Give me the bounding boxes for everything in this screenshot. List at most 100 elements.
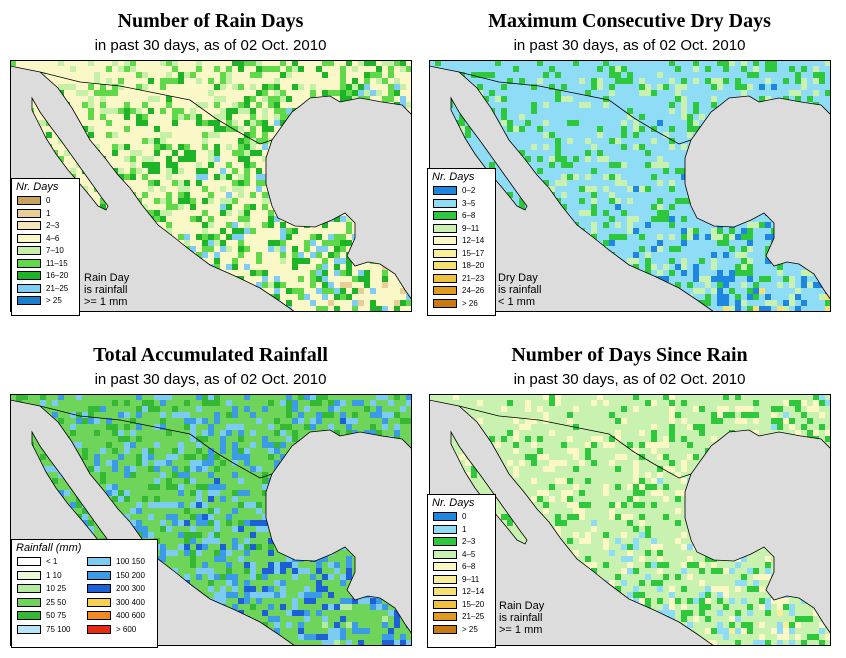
legend-swatch (433, 186, 457, 195)
legend-label: 1 (462, 524, 467, 534)
legend-swatch (17, 221, 41, 230)
panel-rain-days: Number of Rain Days in past 30 days, as … (0, 0, 421, 320)
panel-title: Maximum Consecutive Dry Days (488, 10, 771, 32)
map-max-dry-days (429, 60, 831, 312)
legend-swatch (87, 557, 111, 566)
legend-swatch (433, 612, 457, 621)
legend-label: 0 (462, 512, 467, 521)
map-note-line: is rainfall (498, 284, 542, 296)
legend-swatch (17, 557, 41, 566)
legend-swatch (17, 597, 41, 607)
legend-swatch (87, 624, 111, 634)
panel-subtitle: in past 30 days, as of 02 Oct. 2010 (513, 37, 746, 54)
legend-label: 9–11 (462, 223, 480, 233)
panel-title: Number of Rain Days (117, 10, 304, 32)
legend-label: 0 (46, 196, 51, 205)
legend-label: 0–2 (462, 186, 476, 195)
baja-coastline (450, 96, 528, 211)
us-mexico-border (39, 405, 273, 479)
legend-label: 4–6 (46, 233, 60, 243)
legend-total-rainfall: Rainfall (mm) < 1 1 10 10 25 25 50 50 75 75 1… (11, 539, 158, 648)
legend-label: 21–23 (462, 273, 485, 283)
legend-label: > 25 (46, 296, 62, 305)
legend-swatch (17, 584, 41, 593)
legend-swatch (17, 258, 41, 268)
legend-label: > 600 (116, 624, 137, 634)
legend-swatch (433, 574, 457, 584)
legend-label: 15–20 (462, 599, 485, 609)
legend-swatch (17, 611, 41, 620)
map-svg (429, 394, 831, 646)
legend-label: 12–14 (462, 587, 485, 596)
map-note-line: Rain Day (84, 272, 130, 284)
baja-coastline (450, 430, 528, 545)
coastline (10, 394, 412, 646)
map-frame (10, 60, 412, 312)
legend-swatch (433, 549, 457, 559)
legend-swatch (433, 524, 457, 534)
map-note-line: Rain Day (499, 600, 545, 612)
map-frame (10, 394, 412, 646)
legend-label: 7–10 (46, 246, 64, 255)
legend-swatch (433, 512, 457, 521)
legend-label: 25 50 (46, 597, 67, 607)
legend-label: 9–11 (462, 574, 480, 584)
map-note: Rain Day is rainfall >= 1 mm (499, 600, 544, 636)
legend-swatch (87, 570, 111, 580)
legend-swatch (87, 597, 111, 607)
legend-swatch (17, 624, 41, 634)
map-svg (429, 60, 831, 312)
legend-swatch (17, 233, 41, 243)
legend-label: 11–15 (46, 258, 68, 268)
map-note-line: is rainfall (84, 284, 128, 296)
legend-swatch (17, 296, 41, 305)
legend-swatch (17, 570, 41, 580)
legend-label: 12–14 (462, 236, 485, 245)
map-days-since-rain (429, 394, 831, 646)
us-mexico-border (39, 71, 273, 145)
coastline (429, 60, 831, 312)
legend-label: 1 10 (46, 570, 62, 580)
legend-label: 200 300 (116, 584, 145, 593)
panel-subtitle: in past 30 days, as of 02 Oct. 2010 (94, 37, 327, 54)
legend-title: Rainfall (mm) (16, 542, 82, 554)
map-note: Dry Day is rainfall < 1 mm (498, 272, 541, 308)
legend-swatch (433, 599, 457, 609)
legend-label: > 25 (462, 624, 478, 634)
panel-subtitle: in past 30 days, as of 02 Oct. 2010 (513, 371, 746, 388)
legend-label: 6–8 (462, 211, 476, 220)
legend-swatch (87, 611, 111, 620)
legend-swatch (433, 298, 457, 308)
legend-label: 16–20 (46, 271, 69, 280)
legend-label: 4–5 (462, 549, 476, 559)
map-note-line: is rainfall (499, 612, 543, 624)
legend-title: Nr. Days (432, 171, 475, 183)
legend-label: 10 25 (46, 584, 67, 593)
legend-title: Nr. Days (16, 181, 59, 193)
legend-label: 75 100 (46, 624, 71, 634)
legend-swatch (17, 208, 41, 218)
legend-label: 21–25 (462, 612, 485, 621)
legend-max-dry-days: Nr. Days 0–2 3–5 6–8 9–11 12–14 15–17 18–20 21–… (427, 168, 496, 316)
legend-rain-days: Nr. Days 0 1 2–3 4–6 7–10 11–15 16–20 21–25 > 25 (11, 178, 80, 316)
map-note-line: >= 1 mm (84, 296, 128, 308)
panel-title: Total Accumulated Rainfall (93, 344, 328, 366)
legend-label: 50 75 (46, 611, 67, 620)
map-note-line: >= 1 mm (499, 624, 543, 636)
legend-title: Nr. Days (432, 497, 475, 509)
legend-swatch (433, 248, 457, 258)
legend-swatch (433, 587, 457, 596)
legend-swatch (433, 198, 457, 208)
map-note-line: Dry Day (498, 272, 538, 284)
legend-label: 2–3 (462, 537, 476, 546)
map-note-line: < 1 mm (498, 296, 535, 308)
legend-label: 400 600 (116, 611, 145, 620)
legend-label: < 1 (46, 557, 58, 566)
legend-label: 1 (46, 208, 51, 218)
map-note: Rain Day is rainfall >= 1 mm (84, 272, 129, 308)
legend-swatch (17, 246, 41, 255)
legend-swatch (433, 562, 457, 571)
legend-label: 24–26 (462, 286, 485, 295)
legend-label: 150 200 (116, 570, 145, 580)
map-svg (10, 394, 412, 646)
